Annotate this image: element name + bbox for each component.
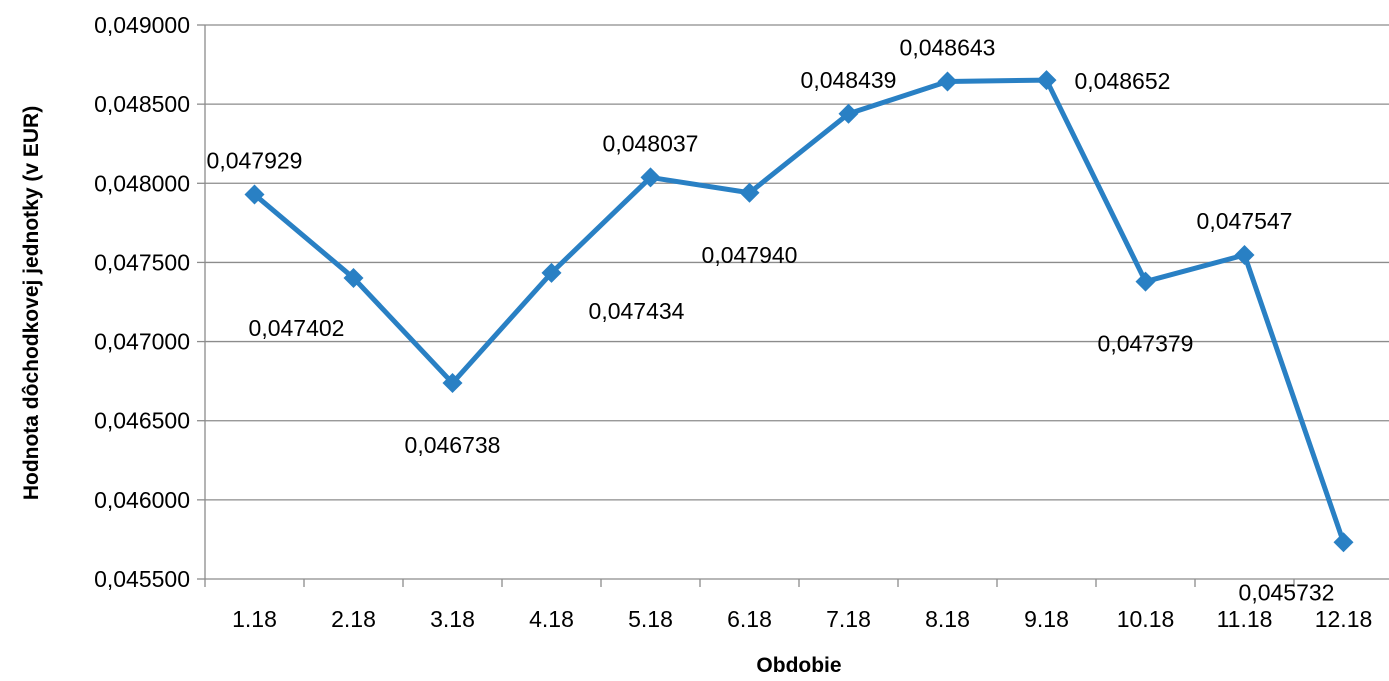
data-point-marker bbox=[343, 267, 364, 288]
data-point-marker bbox=[541, 262, 562, 283]
axes bbox=[197, 24, 1389, 587]
x-tick-label: 5.18 bbox=[628, 606, 673, 632]
x-tick-label: 6.18 bbox=[727, 606, 772, 632]
data-point-marker bbox=[640, 167, 661, 188]
data-label: 0,047379 bbox=[1098, 331, 1194, 357]
data-label: 0,048037 bbox=[603, 130, 699, 156]
series bbox=[244, 70, 1354, 553]
data-label: 0,047547 bbox=[1197, 208, 1293, 234]
series-line bbox=[252, 77, 1346, 544]
y-tick-label: 0,045500 bbox=[94, 566, 190, 592]
data-point-marker bbox=[1333, 532, 1354, 553]
y-tick-labels: 0,045500 0,046000 0,046500 0,047000 0,047500… bbox=[94, 12, 190, 592]
x-tick-labels: 1.18 2.18 3.18 4.18 5.18 6.18 7.18 8.18 9.18 10.1… bbox=[232, 606, 1372, 632]
x-tick-label: 8.18 bbox=[925, 606, 970, 632]
x-tick-label: 7.18 bbox=[826, 606, 871, 632]
y-tick-label: 0,049000 bbox=[94, 12, 190, 38]
data-labels: 0,047929 0,047402 0,046738 0,047434 0,048037… bbox=[207, 35, 1335, 606]
x-tick-label: 10.18 bbox=[1117, 606, 1175, 632]
y-tick-label: 0,048500 bbox=[94, 91, 190, 117]
x-tick-label: 9.18 bbox=[1024, 606, 1069, 632]
data-label: 0,047929 bbox=[207, 148, 303, 174]
data-point-marker bbox=[1135, 271, 1156, 292]
data-label: 0,047402 bbox=[249, 315, 345, 341]
data-point-marker bbox=[937, 71, 958, 92]
data-label: 0,048439 bbox=[801, 67, 897, 93]
data-point-marker bbox=[1234, 244, 1255, 265]
x-tick-label: 12.18 bbox=[1315, 606, 1373, 632]
y-tick-label: 0,046500 bbox=[94, 408, 190, 434]
data-point-marker bbox=[838, 103, 859, 124]
x-tick-label: 1.18 bbox=[232, 606, 277, 632]
x-tick-label: 3.18 bbox=[430, 606, 475, 632]
x-tick-label: 11.18 bbox=[1217, 606, 1273, 632]
data-label: 0,047940 bbox=[702, 242, 798, 268]
data-point-marker bbox=[739, 182, 760, 203]
data-label: 0,047434 bbox=[589, 298, 685, 324]
data-label: 0,045732 bbox=[1239, 579, 1335, 605]
data-label: 0,046738 bbox=[405, 432, 501, 458]
data-point-marker bbox=[442, 373, 463, 394]
x-tick-label: 2.18 bbox=[331, 606, 376, 632]
data-point-marker bbox=[1036, 70, 1057, 91]
y-tick-label: 0,047500 bbox=[94, 249, 190, 275]
x-axis-title: Obdobie bbox=[756, 654, 841, 677]
data-point-marker bbox=[244, 184, 265, 205]
x-tick-label: 4.18 bbox=[529, 606, 574, 632]
gridlines bbox=[205, 24, 1389, 501]
y-tick-label: 0,048000 bbox=[94, 170, 190, 196]
y-tick-label: 0,046000 bbox=[94, 487, 190, 513]
y-tick-label: 0,047000 bbox=[94, 329, 190, 355]
data-label: 0,048643 bbox=[900, 35, 996, 61]
data-label: 0,048652 bbox=[1075, 68, 1171, 94]
y-axis-title: Hodnota dôchodkovej jednotky (v EUR) bbox=[20, 106, 43, 500]
